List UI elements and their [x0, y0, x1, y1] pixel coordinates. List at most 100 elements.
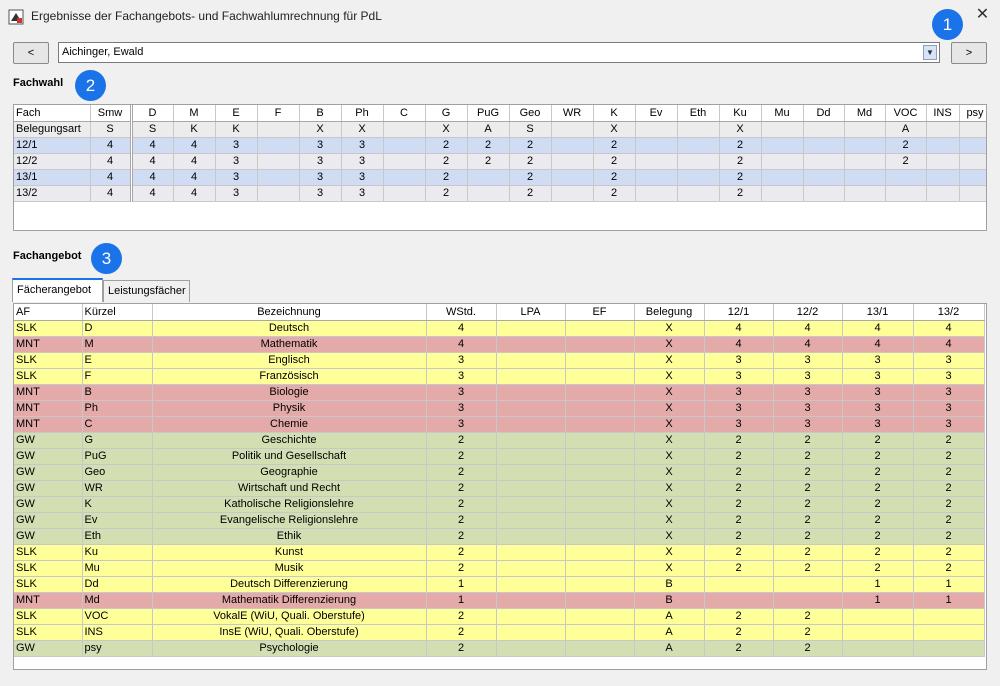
- fachangebot-cell-lpa[interactable]: [496, 640, 566, 657]
- fachwahl-column-header[interactable]: G: [425, 105, 468, 122]
- fachwahl-row-label[interactable]: 13/2: [14, 185, 91, 202]
- fachangebot-cell-s1[interactable]: 2: [704, 608, 774, 625]
- fachangebot-cell-s1[interactable]: 2: [704, 512, 774, 529]
- fachangebot-row[interactable]: GW K Katholische Religionslehre 2 X 2 2 2 2: [14, 496, 985, 513]
- fachangebot-row[interactable]: GW Geo Geographie 2 X 2 2 2 2: [14, 464, 985, 481]
- fachwahl-column-header[interactable]: Ph: [341, 105, 384, 122]
- fachangebot-cell-lpa[interactable]: [496, 624, 566, 641]
- fachangebot-cell-kuerzel[interactable]: PuG: [82, 448, 153, 465]
- fachwahl-cell[interactable]: 3: [341, 185, 384, 202]
- fachangebot-cell-s3[interactable]: 2: [842, 512, 914, 529]
- fachangebot-cell-s2[interactable]: 4: [773, 320, 843, 337]
- fachangebot-column-header[interactable]: Kürzel: [82, 304, 153, 321]
- fachwahl-cell[interactable]: [467, 169, 510, 186]
- fachangebot-row[interactable]: MNT Md Mathematik Differenzierung 1 B 1 1: [14, 592, 985, 609]
- fachwahl-column-header[interactable]: Smw: [90, 105, 133, 122]
- fachwahl-cell[interactable]: [926, 185, 960, 202]
- fachangebot-cell-kuerzel[interactable]: WR: [82, 480, 153, 497]
- fachangebot-cell-s4[interactable]: 2: [913, 528, 985, 545]
- fachangebot-cell-wstd[interactable]: 3: [426, 384, 497, 401]
- fachwahl-cell[interactable]: 2: [425, 137, 468, 154]
- fachangebot-cell-s2[interactable]: 3: [773, 416, 843, 433]
- fachangebot-cell-s4[interactable]: 3: [913, 352, 985, 369]
- fachwahl-cell[interactable]: 4: [90, 153, 133, 170]
- fachwahl-cell[interactable]: 2: [719, 153, 762, 170]
- fachangebot-cell-kuerzel[interactable]: G: [82, 432, 153, 449]
- fachwahl-cell[interactable]: 3: [299, 137, 342, 154]
- fachangebot-row[interactable]: GW psy Psychologie 2 A 2 2: [14, 640, 985, 657]
- fachwahl-cell[interactable]: 3: [215, 137, 258, 154]
- fachangebot-cell-wstd[interactable]: 2: [426, 512, 497, 529]
- fachangebot-column-header[interactable]: Belegung: [634, 304, 705, 321]
- fachangebot-cell-s4[interactable]: 4: [913, 336, 985, 353]
- fachangebot-cell-s4[interactable]: [913, 624, 985, 641]
- fachwahl-cell[interactable]: [383, 121, 426, 138]
- fachangebot-cell-bel[interactable]: X: [634, 368, 705, 385]
- fachwahl-column-header[interactable]: Fach: [14, 105, 91, 122]
- fachwahl-column-header[interactable]: Ev: [635, 105, 678, 122]
- fachangebot-cell-s2[interactable]: 2: [773, 432, 843, 449]
- fachangebot-cell-af[interactable]: SLK: [14, 544, 83, 561]
- fachangebot-cell-s2[interactable]: 2: [773, 560, 843, 577]
- fachangebot-cell-s2[interactable]: [773, 576, 843, 593]
- fachangebot-cell-bez[interactable]: Biologie: [152, 384, 427, 401]
- fachwahl-column-header[interactable]: F: [257, 105, 300, 122]
- fachangebot-cell-ef[interactable]: [565, 400, 635, 417]
- fachwahl-cell[interactable]: [885, 185, 927, 202]
- fachangebot-cell-s3[interactable]: 3: [842, 384, 914, 401]
- fachangebot-cell-wstd[interactable]: 2: [426, 608, 497, 625]
- fachangebot-cell-s3[interactable]: 2: [842, 432, 914, 449]
- fachangebot-cell-s2[interactable]: 3: [773, 352, 843, 369]
- fachangebot-cell-ef[interactable]: [565, 416, 635, 433]
- fachwahl-cell[interactable]: [383, 169, 426, 186]
- fachangebot-cell-wstd[interactable]: 2: [426, 624, 497, 641]
- fachwahl-cell[interactable]: 4: [173, 185, 216, 202]
- fachangebot-cell-bel[interactable]: X: [634, 320, 705, 337]
- fachangebot-cell-wstd[interactable]: 2: [426, 432, 497, 449]
- fachangebot-cell-bel[interactable]: A: [634, 624, 705, 641]
- fachwahl-cell[interactable]: [926, 153, 960, 170]
- fachwahl-cell[interactable]: [677, 137, 720, 154]
- fachangebot-cell-wstd[interactable]: 2: [426, 528, 497, 545]
- fachangebot-cell-s1[interactable]: 2: [704, 528, 774, 545]
- fachangebot-cell-bel[interactable]: X: [634, 528, 705, 545]
- fachangebot-cell-bez[interactable]: Katholische Religionslehre: [152, 496, 427, 513]
- fachwahl-cell[interactable]: 2: [593, 153, 636, 170]
- fachangebot-cell-ef[interactable]: [565, 544, 635, 561]
- fachangebot-cell-s3[interactable]: 2: [842, 528, 914, 545]
- fachangebot-cell-s4[interactable]: 3: [913, 400, 985, 417]
- fachangebot-column-header[interactable]: LPA: [496, 304, 566, 321]
- fachangebot-cell-af[interactable]: SLK: [14, 320, 83, 337]
- fachwahl-cell[interactable]: 2: [425, 169, 468, 186]
- fachangebot-column-header[interactable]: 13/2: [913, 304, 985, 321]
- fachangebot-cell-s4[interactable]: 3: [913, 368, 985, 385]
- fachangebot-cell-ef[interactable]: [565, 528, 635, 545]
- fachwahl-cell[interactable]: 3: [299, 169, 342, 186]
- fachwahl-column-header[interactable]: M: [173, 105, 216, 122]
- fachangebot-row[interactable]: GW Ev Evangelische Religionslehre 2 X 2 2 2 2: [14, 512, 985, 529]
- fachangebot-cell-s3[interactable]: 3: [842, 368, 914, 385]
- fachangebot-cell-s3[interactable]: 1: [842, 576, 914, 593]
- fachwahl-row-label[interactable]: 12/1: [14, 137, 91, 154]
- fachangebot-cell-s3[interactable]: 3: [842, 400, 914, 417]
- fachwahl-cell[interactable]: 2: [467, 137, 510, 154]
- fachangebot-row[interactable]: SLK INS InsE (WiU, Quali. Oberstufe) 2 A 2 2: [14, 624, 985, 641]
- fachangebot-cell-s1[interactable]: 2: [704, 432, 774, 449]
- fachangebot-cell-s4[interactable]: 2: [913, 480, 985, 497]
- fachangebot-cell-s2[interactable]: 2: [773, 512, 843, 529]
- fachangebot-cell-bel[interactable]: X: [634, 480, 705, 497]
- fachangebot-cell-ef[interactable]: [565, 560, 635, 577]
- fachangebot-cell-af[interactable]: GW: [14, 448, 83, 465]
- fachwahl-cell[interactable]: X: [341, 121, 384, 138]
- fachangebot-cell-wstd[interactable]: 2: [426, 560, 497, 577]
- fachwahl-cell[interactable]: [677, 185, 720, 202]
- fachangebot-cell-lpa[interactable]: [496, 432, 566, 449]
- fachwahl-cell[interactable]: 2: [509, 185, 552, 202]
- fachangebot-cell-s3[interactable]: [842, 608, 914, 625]
- fachwahl-cell[interactable]: [761, 185, 804, 202]
- fachwahl-cell[interactable]: 4: [173, 137, 216, 154]
- fachangebot-cell-bel[interactable]: X: [634, 512, 705, 529]
- fachangebot-cell-s2[interactable]: 2: [773, 640, 843, 657]
- close-button[interactable]: ✕: [965, 0, 1000, 32]
- fachangebot-cell-bel[interactable]: X: [634, 464, 705, 481]
